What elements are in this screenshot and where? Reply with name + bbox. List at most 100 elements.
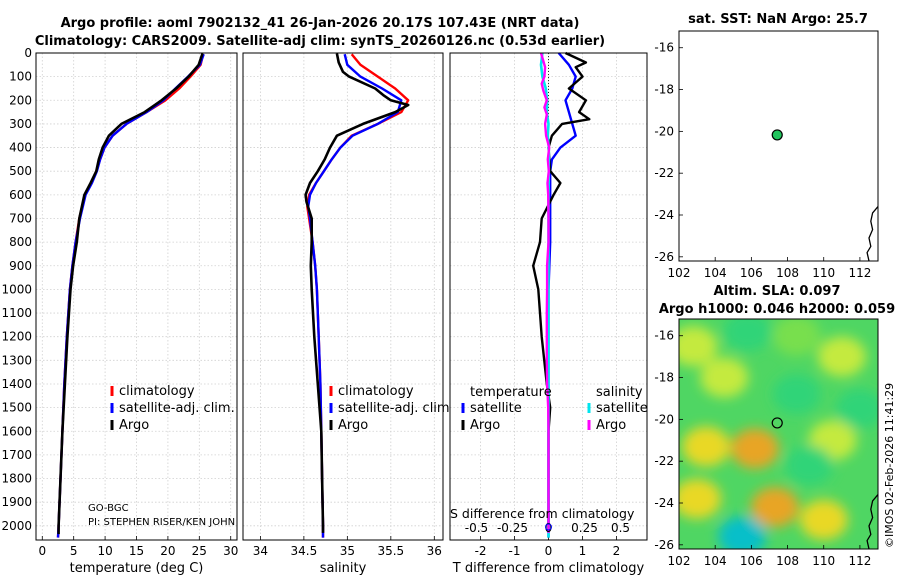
lat-tick-label: -20 bbox=[654, 124, 674, 138]
sla-feature bbox=[730, 428, 779, 469]
sla-blobs bbox=[679, 319, 878, 549]
coastline bbox=[866, 206, 879, 262]
surface-marker bbox=[545, 523, 552, 531]
x-tick-label: 35.5 bbox=[377, 544, 404, 558]
s-diff-tick-label: -0.25 bbox=[497, 521, 528, 535]
legend-label: Argo bbox=[338, 418, 368, 433]
sla-map-panel: Altim. SLA: 0.097 Argo h1000: 0.046 h2000… bbox=[654, 284, 895, 568]
y-tick-label: 1000 bbox=[1, 282, 32, 296]
y-tick-label: 700 bbox=[9, 211, 32, 225]
argo-float-marker bbox=[771, 417, 783, 429]
difference-panel: -2 -1 0 1 2 T difference from climatology -0.5… bbox=[449, 51, 648, 576]
series-line-t-argo bbox=[532, 51, 591, 533]
plot-area bbox=[243, 53, 443, 540]
series-line-s-argo bbox=[539, 52, 551, 533]
y-tick-label: 1500 bbox=[1, 401, 32, 415]
axes-frame bbox=[678, 30, 879, 262]
sla-feature bbox=[700, 357, 749, 398]
watermark: ©IMOS 02-Feb-2026 11:41:29 bbox=[883, 383, 896, 548]
lon-tick-label: 110 bbox=[812, 554, 835, 568]
x-tick-label: 34.5 bbox=[291, 544, 318, 558]
map-area bbox=[679, 31, 878, 261]
legend-title-temperature: temperature bbox=[470, 385, 552, 400]
legend-label: climatology bbox=[338, 384, 414, 399]
lon-tick-label: 112 bbox=[848, 554, 871, 568]
lat-tick-label: -24 bbox=[654, 208, 674, 222]
y-tick-label: 800 bbox=[9, 235, 32, 249]
lat-tick-label: -16 bbox=[654, 41, 674, 55]
axes-frame bbox=[242, 52, 444, 541]
sla-field bbox=[679, 319, 878, 549]
annotation-pi: PI: STEPHEN RISER/KEN JOHN bbox=[88, 517, 235, 528]
y-tick-label: 1800 bbox=[1, 472, 32, 486]
axes-frame bbox=[35, 52, 238, 541]
x-tick-label: 36 bbox=[427, 544, 442, 558]
y-tick-label: 1200 bbox=[1, 330, 32, 344]
lon-tick-label: 102 bbox=[668, 266, 691, 280]
x-tick-label: -1 bbox=[509, 544, 521, 558]
y-tick-label: 100 bbox=[9, 70, 32, 84]
series-line-satellite-adj-clim- bbox=[307, 53, 403, 538]
s-diff-tick-label: 0 bbox=[545, 521, 553, 535]
lon-tick-label: 104 bbox=[704, 266, 727, 280]
sla-feature bbox=[817, 336, 866, 377]
axes-frame bbox=[678, 318, 879, 550]
lat-tick-label: -22 bbox=[654, 166, 674, 180]
sla-feature bbox=[679, 326, 718, 367]
lat-tick-label: -18 bbox=[654, 371, 674, 385]
lat-tick-label: -16 bbox=[654, 329, 674, 343]
x-tick-label: 34 bbox=[253, 544, 268, 558]
sla-feature bbox=[750, 487, 799, 528]
y-tick-label: 400 bbox=[9, 141, 32, 155]
x-tick-label: 15 bbox=[129, 544, 144, 558]
lat-tick-label: -20 bbox=[654, 412, 674, 426]
sla-feature bbox=[723, 319, 772, 352]
y-tick-label: 1400 bbox=[1, 377, 32, 391]
legend-label: satellite-adj. clim. bbox=[119, 401, 235, 416]
legend-label: Argo bbox=[119, 418, 149, 433]
lat-tick-label: -24 bbox=[654, 496, 674, 510]
temperature-panel: 0100200300400500600700800900100011001200… bbox=[1, 46, 238, 576]
sla-feature bbox=[679, 478, 722, 519]
sla-feature bbox=[718, 516, 767, 549]
y-tick-label: 1600 bbox=[1, 424, 32, 438]
x-tick-label: 25 bbox=[192, 544, 207, 558]
coastline bbox=[866, 494, 879, 550]
y-tick-label: 600 bbox=[9, 188, 32, 202]
title-line-2: Climatology: CARS2009. Satellite-adj cli… bbox=[35, 34, 605, 49]
sla-title-1: Altim. SLA: 0.097 bbox=[714, 284, 841, 299]
s-diff-tick-label: 0.25 bbox=[571, 521, 598, 535]
argo-float-marker bbox=[771, 129, 783, 141]
legend-label: Argo bbox=[596, 418, 626, 433]
x-tick-label: 0 bbox=[545, 544, 553, 558]
lon-tick-label: 106 bbox=[740, 554, 763, 568]
y-tick-label: 200 bbox=[9, 93, 32, 107]
y-tick-label: 500 bbox=[9, 164, 32, 178]
y-tick-label: 1300 bbox=[1, 353, 32, 367]
x-tick-label: -2 bbox=[475, 544, 487, 558]
sla-title-2: Argo h1000: 0.046 h2000: 0.059 bbox=[659, 302, 895, 317]
lon-tick-label: 112 bbox=[848, 266, 871, 280]
sla-feature bbox=[799, 499, 848, 540]
lon-tick-label: 102 bbox=[668, 554, 691, 568]
sla-feature bbox=[835, 388, 878, 429]
lat-tick-label: -22 bbox=[654, 454, 674, 468]
s-diff-axis-label: S difference from climatology bbox=[450, 506, 635, 521]
x-tick-label: 5 bbox=[70, 544, 78, 558]
y-tick-label: 1100 bbox=[1, 306, 32, 320]
lon-tick-label: 108 bbox=[776, 554, 799, 568]
s-diff-tick-label: -0.5 bbox=[465, 521, 488, 535]
x-tick-label: 35 bbox=[340, 544, 355, 558]
s-diff-tick-label: 0.5 bbox=[611, 521, 630, 535]
title-line-1: Argo profile: aoml 7902132_41 26-Jan-202… bbox=[61, 16, 580, 31]
x-axis-label: salinity bbox=[320, 561, 367, 576]
lon-tick-label: 106 bbox=[740, 266, 763, 280]
series-line-argo bbox=[304, 53, 410, 533]
x-axis-label: temperature (deg C) bbox=[70, 561, 204, 576]
legend-label: satellite-adj. clim. bbox=[338, 401, 454, 416]
y-tick-label: 1900 bbox=[1, 495, 32, 509]
salinity-panel: 34 34.5 35 35.5 36 salinity climatology satelli… bbox=[242, 52, 454, 576]
sla-feature bbox=[772, 319, 821, 356]
x-tick-label: 10 bbox=[97, 544, 112, 558]
